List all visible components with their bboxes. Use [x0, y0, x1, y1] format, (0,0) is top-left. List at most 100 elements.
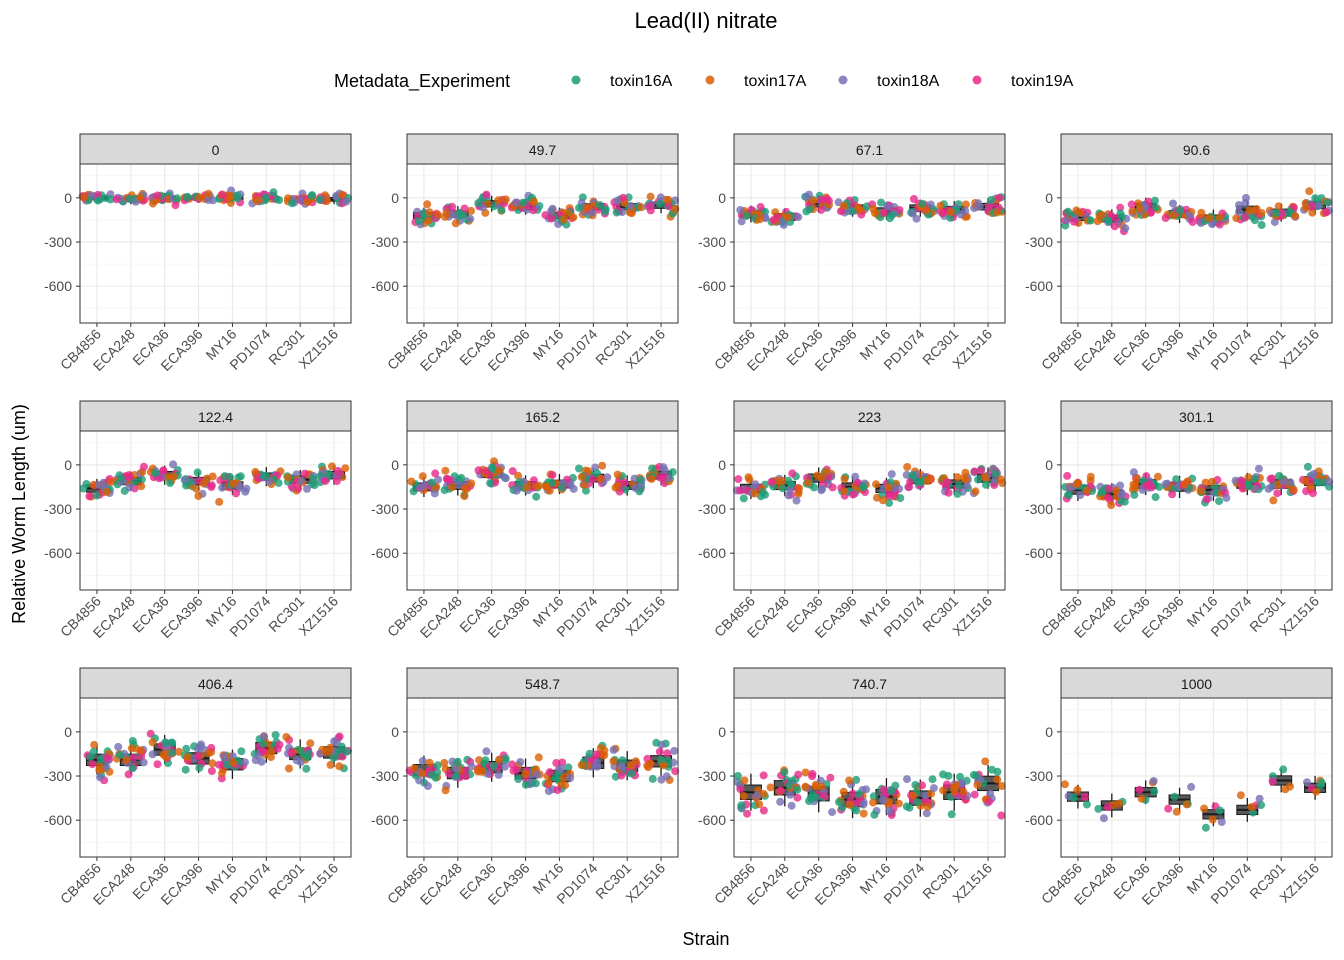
data-point — [1303, 462, 1312, 471]
legend-marker — [972, 75, 982, 85]
data-point — [228, 758, 237, 767]
legend-marker — [838, 75, 848, 85]
data-point — [159, 466, 168, 475]
data-point — [557, 764, 566, 773]
data-point — [1215, 220, 1224, 229]
data-point — [183, 753, 192, 762]
y-tick-label: 0 — [718, 724, 726, 740]
data-point — [769, 215, 778, 224]
data-point — [755, 800, 764, 809]
data-point — [122, 756, 131, 765]
data-point — [778, 484, 787, 493]
facet-panel: 548.70-300-600CB4856ECA248ECA36ECA396MY1… — [371, 667, 680, 908]
data-point — [759, 789, 768, 798]
data-point — [338, 190, 347, 199]
data-point — [839, 787, 848, 796]
data-point — [840, 475, 849, 483]
data-point — [569, 213, 578, 222]
data-point — [181, 765, 190, 774]
data-point — [128, 764, 137, 773]
data-point — [1151, 196, 1159, 205]
y-tick-label: -600 — [698, 545, 726, 561]
data-point — [544, 787, 553, 796]
data-point — [448, 202, 457, 211]
data-point — [88, 760, 97, 769]
data-point — [197, 740, 206, 749]
data-point — [1135, 785, 1144, 794]
data-point — [95, 765, 104, 774]
y-tick-label: 0 — [64, 190, 72, 206]
data-point — [531, 779, 540, 788]
data-point — [425, 208, 434, 217]
data-point — [508, 760, 517, 769]
data-point — [767, 477, 776, 486]
data-point — [489, 762, 498, 771]
data-point — [840, 487, 849, 496]
data-point — [970, 790, 979, 799]
data-point — [287, 748, 296, 757]
data-point — [241, 758, 249, 767]
panel-border — [1060, 697, 1333, 858]
data-point — [786, 790, 795, 799]
data-point — [1232, 214, 1241, 223]
data-point — [237, 747, 246, 756]
data-point — [90, 740, 99, 749]
panel-background — [80, 698, 351, 857]
data-point — [946, 208, 955, 217]
data-point — [418, 757, 427, 765]
data-point — [776, 786, 785, 795]
data-point — [810, 483, 818, 492]
data-point — [467, 762, 476, 771]
data-point — [805, 205, 814, 214]
data-point — [161, 738, 170, 747]
data-point — [743, 809, 752, 818]
data-point — [1231, 476, 1240, 485]
panel-background — [407, 164, 678, 323]
data-point — [668, 468, 677, 477]
data-point — [736, 785, 745, 794]
data-point — [416, 483, 425, 492]
data-point — [1236, 791, 1245, 800]
facet-panel: 301.10-300-600CB4856ECA248ECA36ECA396MY1… — [1025, 400, 1334, 641]
facet-strip-label: 301.1 — [1179, 409, 1214, 425]
data-point — [887, 211, 896, 220]
data-point — [481, 756, 490, 765]
y-tick-label: -600 — [698, 812, 726, 828]
panel-border — [79, 163, 352, 324]
data-point — [818, 485, 827, 493]
data-point — [125, 194, 134, 203]
data-point — [225, 472, 234, 481]
data-point — [267, 753, 275, 761]
data-point — [233, 191, 242, 200]
data-point — [1161, 214, 1170, 222]
chart-title: Lead(II) nitrate — [634, 8, 777, 33]
data-point — [326, 743, 335, 752]
panel-background — [734, 431, 1005, 590]
data-point — [329, 753, 338, 762]
data-point — [169, 472, 178, 481]
facet-strip — [733, 400, 1006, 432]
data-point — [671, 767, 680, 776]
data-point — [534, 753, 543, 762]
data-point — [905, 803, 914, 812]
data-point — [1314, 478, 1323, 487]
data-point — [839, 201, 848, 210]
data-point — [869, 798, 878, 807]
data-point — [659, 463, 668, 472]
data-point — [494, 770, 503, 779]
data-point — [1279, 477, 1288, 486]
y-tick-label: -600 — [371, 545, 399, 561]
data-point — [1127, 200, 1136, 209]
data-point — [297, 747, 306, 756]
data-point — [961, 468, 970, 477]
data-point — [129, 753, 138, 762]
data-point — [259, 746, 268, 755]
data-point — [544, 778, 553, 787]
data-point — [953, 489, 962, 498]
data-point — [553, 786, 562, 795]
data-point — [877, 198, 886, 207]
data-point — [885, 498, 894, 507]
data-point — [1082, 800, 1091, 809]
data-point — [851, 472, 860, 481]
data-point — [335, 762, 344, 771]
